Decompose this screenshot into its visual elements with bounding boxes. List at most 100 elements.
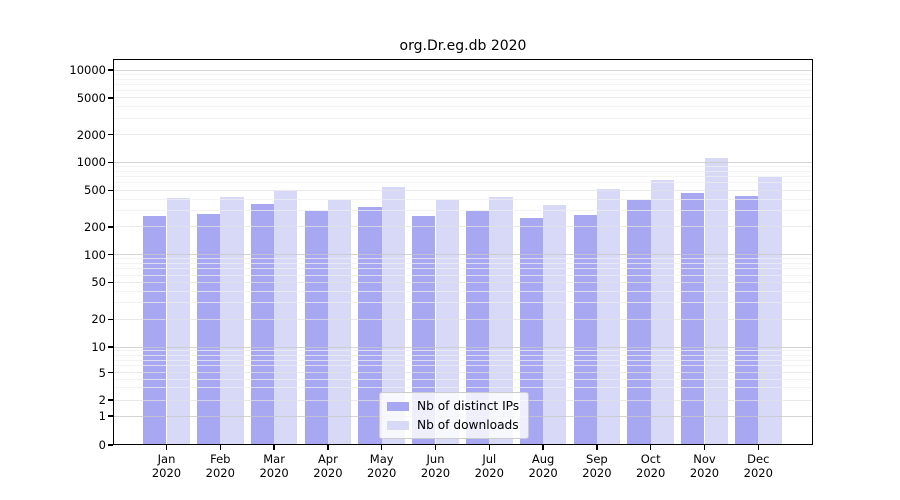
y-tick-label-50: 50 xyxy=(91,275,106,290)
gridline-3000 xyxy=(113,117,813,119)
gridline-600 xyxy=(113,182,813,184)
gridline-20 xyxy=(113,318,813,320)
plot-border xyxy=(113,59,813,445)
gridline-8000 xyxy=(113,78,813,80)
x-tick-3 xyxy=(273,445,275,450)
legend-item-downloads: Nb of downloads xyxy=(387,417,519,433)
legend-item-distinct-ips: Nb of distinct IPs xyxy=(387,398,519,414)
bar-nb-of-distinct-ips-jul-2020 xyxy=(466,211,490,445)
y-tick-label-5000: 5000 xyxy=(76,90,106,105)
gridline-700 xyxy=(113,176,813,178)
bar-nb-of-downloads-apr-2020 xyxy=(327,199,352,445)
y-tick-label-1: 1 xyxy=(98,409,106,423)
gridline-7 xyxy=(113,359,813,361)
y-tick-label-20: 20 xyxy=(91,312,106,327)
y-tick-500 xyxy=(108,189,113,191)
x-tick-label-apr: Apr 2020 xyxy=(313,452,343,480)
x-tick-6 xyxy=(434,445,437,450)
gridline-6 xyxy=(113,365,813,367)
gridline-7000 xyxy=(113,83,813,85)
y-tick-1 xyxy=(108,415,113,417)
gridline-10 xyxy=(113,346,813,348)
y-tick-2 xyxy=(108,399,113,401)
gridline-70 xyxy=(113,268,813,270)
bar-nb-of-downloads-dec-2020 xyxy=(758,177,782,445)
gridline-5 xyxy=(113,372,813,374)
legend-label: Nb of downloads xyxy=(417,418,519,432)
bar-nb-of-distinct-ips-feb-2020 xyxy=(197,214,221,445)
x-tick-8 xyxy=(542,445,544,450)
y-tick-20 xyxy=(108,318,113,320)
y-tick-5000 xyxy=(108,97,113,99)
x-tick-label-may: May 2020 xyxy=(367,452,397,480)
gridline-100 xyxy=(113,254,813,256)
x-tick-9 xyxy=(596,445,598,450)
y-tick-200 xyxy=(108,226,113,228)
gridline-300 xyxy=(113,210,813,212)
y-tick-label-200: 200 xyxy=(84,219,106,234)
chart-title: org.Dr.eg.db 2020 xyxy=(399,38,527,54)
x-tick-label-jun: Jun 2020 xyxy=(420,452,451,480)
x-tick-label-feb: Feb 2020 xyxy=(205,452,235,480)
x-tick-1 xyxy=(165,445,168,450)
x-tick-2 xyxy=(219,445,221,450)
x-tick-label-jan: Jan 2020 xyxy=(151,452,182,480)
bar-nb-of-downloads-jan-2020 xyxy=(166,197,190,445)
bar-nb-of-downloads-jun-2020 xyxy=(435,199,459,445)
x-tick-10 xyxy=(650,445,652,450)
y-tick-label-10: 10 xyxy=(91,340,106,354)
plot-area xyxy=(113,59,813,445)
y-tick-5 xyxy=(108,372,113,374)
x-tick-4 xyxy=(327,445,329,450)
x-tick-12 xyxy=(757,445,759,450)
bar-nb-of-downloads-sep-2020 xyxy=(596,188,621,445)
x-tick-7 xyxy=(488,445,490,450)
bar-nb-of-distinct-ips-may-2020 xyxy=(358,207,382,445)
gridline-1000 xyxy=(113,161,813,163)
gridline-5000 xyxy=(113,97,813,99)
gridline-500 xyxy=(113,189,813,191)
bar-nb-of-distinct-ips-oct-2020 xyxy=(627,199,651,445)
y-tick-label-10000: 10000 xyxy=(69,63,106,78)
y-tick-50 xyxy=(108,281,113,284)
y-tick-1000 xyxy=(108,161,113,164)
y-tick-label-2000: 2000 xyxy=(76,127,106,142)
gridline-800 xyxy=(113,170,813,172)
y-tick-label-0: 0 xyxy=(98,438,106,452)
y-tick-100 xyxy=(108,254,113,256)
x-tick-label-nov: Nov 2020 xyxy=(689,452,720,480)
legend-swatch-ips xyxy=(387,401,409,411)
gridline-2000 xyxy=(113,134,813,136)
y-tick-10 xyxy=(108,346,113,348)
y-tick-label-100: 100 xyxy=(84,247,106,262)
x-tick-11 xyxy=(703,445,706,450)
bar-nb-of-downloads-oct-2020 xyxy=(650,179,674,445)
gridline-9000 xyxy=(113,73,813,75)
x-tick-label-sep: Sep 2020 xyxy=(582,452,612,480)
bar-nb-of-downloads-aug-2020 xyxy=(543,205,567,445)
gridline-90 xyxy=(113,258,813,260)
legend-swatch-downloads xyxy=(387,420,409,430)
gridline-900 xyxy=(113,166,813,168)
y-tick-label-500: 500 xyxy=(84,183,106,198)
bar-nb-of-downloads-may-2020 xyxy=(381,187,405,445)
x-tick-label-mar: Mar 2020 xyxy=(259,452,289,480)
gridline-50 xyxy=(113,281,813,283)
legend: Nb of distinct IPs Nb of downloads xyxy=(379,392,530,439)
gridline-400 xyxy=(113,198,813,200)
gridline-60 xyxy=(113,274,813,276)
bar-nb-of-distinct-ips-sep-2020 xyxy=(573,214,597,445)
gridline-6000 xyxy=(113,90,813,92)
bar-nb-of-downloads-nov-2020 xyxy=(704,158,728,445)
y-tick-label-2: 2 xyxy=(98,393,106,407)
gridline-200 xyxy=(113,226,813,228)
bar-nb-of-distinct-ips-mar-2020 xyxy=(250,204,275,445)
legend-label: Nb of distinct IPs xyxy=(417,399,520,413)
grid-layer xyxy=(113,59,813,445)
y-tick-10000 xyxy=(108,69,113,71)
gridline-80 xyxy=(113,263,813,265)
x-tick-label-jul: Jul 2020 xyxy=(474,452,504,480)
x-tick-label-aug: Aug 2020 xyxy=(528,452,558,480)
gridline-3 xyxy=(113,387,813,389)
